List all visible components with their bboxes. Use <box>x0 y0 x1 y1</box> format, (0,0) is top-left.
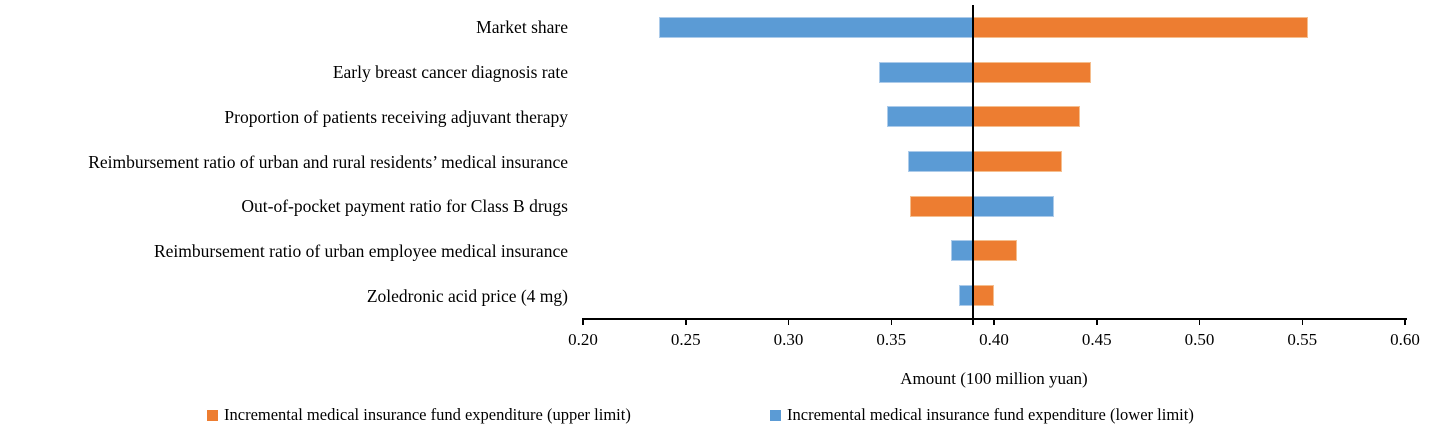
legend-item-upper: Incremental medical insurance fund expen… <box>207 405 631 425</box>
x-axis-title: Amount (100 million yuan) <box>900 369 1088 388</box>
legend-label-lower: Incremental medical insurance fund expen… <box>787 405 1194 424</box>
baseline-rule <box>972 5 975 325</box>
category-label: Early breast cancer diagnosis rate <box>332 62 568 83</box>
bar-lower-limit <box>659 16 974 38</box>
category-label: Market share <box>476 17 568 38</box>
x-tick-label: 0.35 <box>876 330 907 349</box>
bar-upper-limit <box>973 151 1062 172</box>
x-tick <box>1198 318 1201 325</box>
bar-lower-limit <box>973 195 1054 217</box>
x-tick-label: 0.50 <box>1184 330 1215 349</box>
plot-area <box>583 5 1405 318</box>
bar-lower-limit <box>887 106 974 128</box>
x-tick-label: 0.40 <box>979 330 1009 349</box>
x-tick <box>1301 318 1303 325</box>
x-tick <box>993 318 995 325</box>
x-tick-label: 0.45 <box>1081 330 1112 349</box>
x-tick <box>582 318 584 325</box>
bar-upper-limit <box>973 106 1081 128</box>
category-label: Reimbursement ratio of urban and rural r… <box>88 151 568 172</box>
legend-label-upper: Incremental medical insurance fund expen… <box>224 405 631 424</box>
bar-upper-limit <box>973 61 1091 83</box>
legend-marker-lower-icon <box>770 409 781 421</box>
legend-item-lower: Incremental medical insurance fund expen… <box>770 405 1194 425</box>
x-tick <box>787 318 790 325</box>
category-axis: Market share Early breast cancer diagnosi… <box>0 5 568 318</box>
category-label: Out-of-pocket payment ratio for Class B … <box>241 196 568 217</box>
bar-lower-limit <box>878 61 974 83</box>
x-tick <box>685 318 687 325</box>
x-tick-label: 0.25 <box>670 330 701 349</box>
x-tick <box>1404 318 1406 325</box>
bar-lower-limit <box>959 285 974 307</box>
x-tick-label: 0.30 <box>773 330 804 349</box>
x-axis-line <box>582 318 1407 325</box>
x-tick <box>890 318 892 325</box>
bar-upper-limit <box>973 16 1309 38</box>
x-tick <box>1096 318 1098 325</box>
category-label: Zoledronic acid price (4 mg) <box>366 285 568 306</box>
bar-upper-limit <box>909 195 974 217</box>
category-label: Proportion of patients receiving adjuvan… <box>224 106 568 127</box>
legend-marker-upper-icon <box>207 409 218 421</box>
x-tick-label: 0.55 <box>1287 330 1318 349</box>
x-tick-label: 0.60 <box>1390 330 1420 349</box>
bar-lower-limit <box>907 151 974 172</box>
bar-lower-limit <box>950 240 974 262</box>
bar-upper-limit <box>973 285 994 307</box>
category-label: Reimbursement ratio of urban employee me… <box>153 240 568 261</box>
x-tick-label: 0.20 <box>568 330 598 349</box>
bar-upper-limit <box>973 240 1017 262</box>
